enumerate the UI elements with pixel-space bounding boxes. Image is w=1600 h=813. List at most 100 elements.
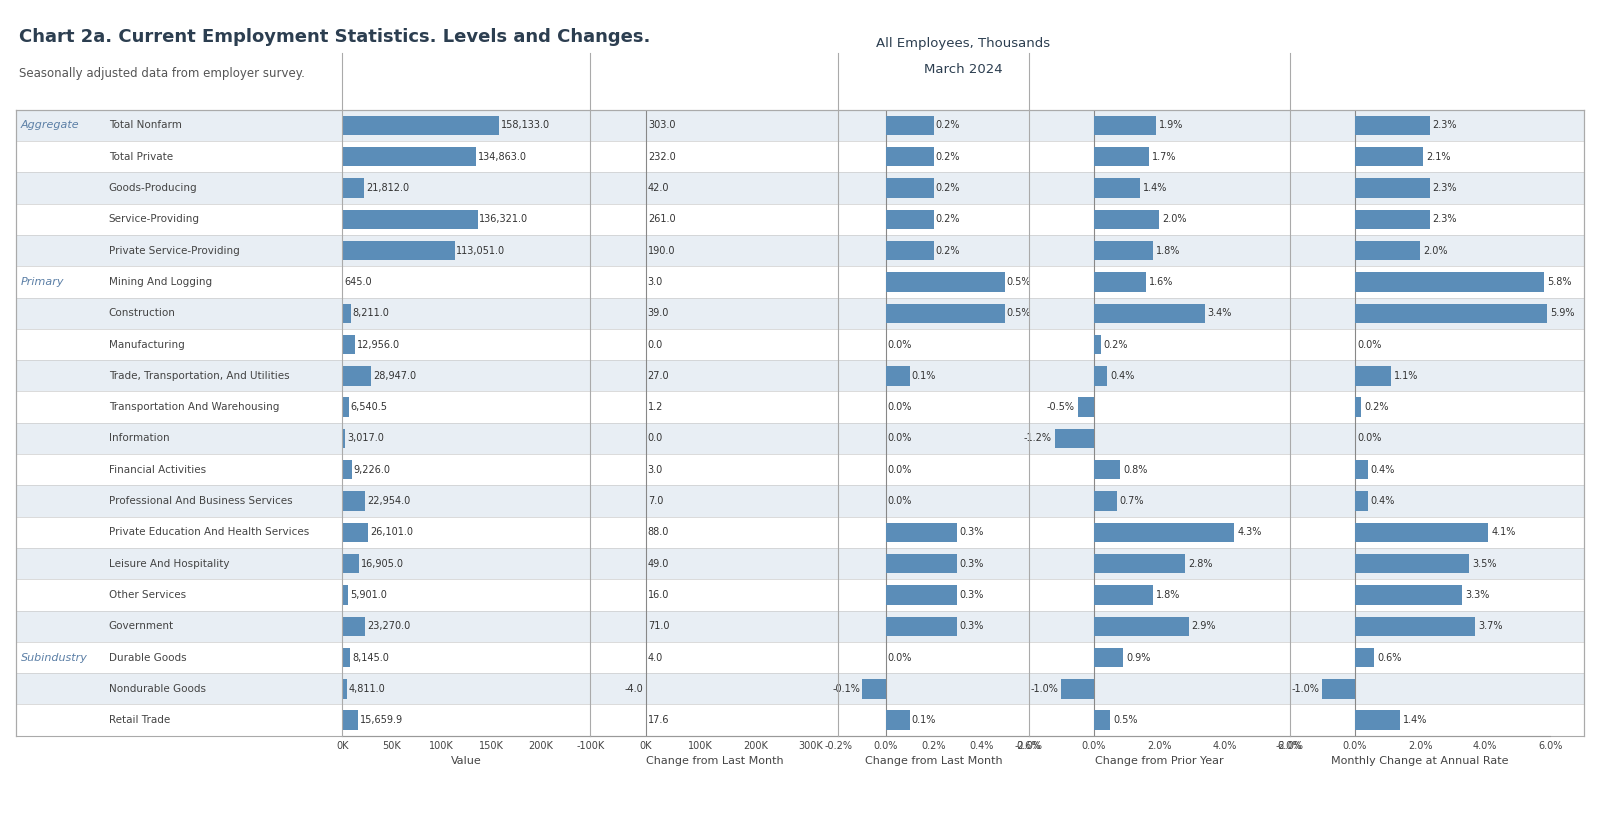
Text: 4.1%: 4.1% xyxy=(1491,528,1515,537)
Bar xyxy=(886,616,957,636)
Text: 0.9%: 0.9% xyxy=(1126,653,1150,663)
Text: 0.2%: 0.2% xyxy=(936,120,960,130)
Text: 0.0: 0.0 xyxy=(648,340,662,350)
Bar xyxy=(342,147,477,167)
Bar xyxy=(16,360,1584,392)
Text: Total Nonfarm: Total Nonfarm xyxy=(109,120,182,130)
Text: Subindustry: Subindustry xyxy=(21,653,88,663)
Text: 28,947.0: 28,947.0 xyxy=(373,371,416,380)
Bar xyxy=(1078,398,1094,417)
Text: 0.0: 0.0 xyxy=(648,433,662,443)
Text: 3.4%: 3.4% xyxy=(1208,308,1232,318)
Bar xyxy=(1094,616,1189,636)
Bar xyxy=(16,203,1584,235)
Bar xyxy=(342,711,358,730)
Text: Chart 2a. Current Employment Statistics. Levels and Changes.: Chart 2a. Current Employment Statistics.… xyxy=(19,28,651,46)
Text: Mining And Logging: Mining And Logging xyxy=(109,277,211,287)
Bar xyxy=(886,366,910,385)
Text: 1.1%: 1.1% xyxy=(1394,371,1418,380)
Bar xyxy=(342,178,365,198)
Bar xyxy=(1355,648,1374,667)
Bar xyxy=(16,392,1584,423)
Text: 23,270.0: 23,270.0 xyxy=(368,621,411,631)
Text: 49.0: 49.0 xyxy=(648,559,669,568)
Bar xyxy=(16,517,1584,548)
Bar xyxy=(342,648,350,667)
Text: 0.7%: 0.7% xyxy=(1120,496,1144,506)
Text: 0.2%: 0.2% xyxy=(936,215,960,224)
Bar xyxy=(1355,366,1390,385)
Text: Retail Trade: Retail Trade xyxy=(109,715,170,725)
Text: Information: Information xyxy=(109,433,170,443)
X-axis label: Change from Last Month: Change from Last Month xyxy=(864,756,1003,766)
Text: 0.4%: 0.4% xyxy=(1371,496,1395,506)
Bar xyxy=(1094,335,1101,354)
Text: 9,226.0: 9,226.0 xyxy=(354,465,390,475)
Text: 0.2%: 0.2% xyxy=(936,183,960,193)
Text: Transportation And Warehousing: Transportation And Warehousing xyxy=(109,402,278,412)
Text: -4.0: -4.0 xyxy=(624,684,643,693)
Bar xyxy=(342,398,349,417)
Bar xyxy=(1054,428,1094,448)
Bar xyxy=(1094,178,1139,198)
Text: Trade, Transportation, And Utilities: Trade, Transportation, And Utilities xyxy=(109,371,290,380)
Text: 0.8%: 0.8% xyxy=(1123,465,1147,475)
Bar xyxy=(342,115,499,135)
Bar xyxy=(1355,585,1462,605)
Bar xyxy=(886,115,933,135)
Bar xyxy=(886,210,933,229)
Bar xyxy=(1355,711,1400,730)
Bar xyxy=(1355,272,1544,292)
Text: Other Services: Other Services xyxy=(109,590,186,600)
Text: 71.0: 71.0 xyxy=(648,621,669,631)
Text: -1.0%: -1.0% xyxy=(1030,684,1059,693)
Bar xyxy=(886,523,957,542)
Text: 190.0: 190.0 xyxy=(648,246,675,255)
Bar xyxy=(342,585,349,605)
Bar xyxy=(1355,115,1430,135)
Bar xyxy=(886,711,910,730)
Text: 0.0%: 0.0% xyxy=(888,340,912,350)
Text: 1.8%: 1.8% xyxy=(1155,246,1179,255)
Bar xyxy=(886,585,957,605)
X-axis label: Monthly Change at Annual Rate: Monthly Change at Annual Rate xyxy=(1331,756,1509,766)
Bar xyxy=(1061,679,1094,698)
Text: 136,321.0: 136,321.0 xyxy=(480,215,528,224)
Text: 0.0%: 0.0% xyxy=(888,653,912,663)
Bar xyxy=(1355,616,1475,636)
Text: 0.6%: 0.6% xyxy=(1378,653,1402,663)
Bar xyxy=(16,266,1584,298)
Text: 5.8%: 5.8% xyxy=(1547,277,1571,287)
Bar xyxy=(342,616,365,636)
Text: 0.5%: 0.5% xyxy=(1006,308,1030,318)
Bar xyxy=(16,172,1584,203)
Text: Financial Activities: Financial Activities xyxy=(109,465,206,475)
Bar xyxy=(1094,711,1110,730)
Text: Seasonally adjusted data from employer survey.: Seasonally adjusted data from employer s… xyxy=(19,67,306,80)
Bar xyxy=(342,210,478,229)
Bar xyxy=(886,147,933,167)
Bar xyxy=(886,303,1005,323)
Text: 15,659.9: 15,659.9 xyxy=(360,715,403,725)
Bar xyxy=(1094,554,1186,573)
Text: 42.0: 42.0 xyxy=(648,183,669,193)
Text: 3.0: 3.0 xyxy=(648,277,662,287)
Text: 0.0%: 0.0% xyxy=(1358,340,1382,350)
Text: Aggregate: Aggregate xyxy=(21,120,80,130)
Text: 2.1%: 2.1% xyxy=(1426,152,1451,162)
X-axis label: Change from Last Month: Change from Last Month xyxy=(645,756,784,766)
Text: 0.0%: 0.0% xyxy=(888,433,912,443)
Bar xyxy=(1094,272,1146,292)
Bar xyxy=(886,272,1005,292)
Text: 2.0%: 2.0% xyxy=(1162,215,1187,224)
Bar xyxy=(16,579,1584,611)
Bar xyxy=(16,423,1584,454)
Bar xyxy=(1094,585,1152,605)
Text: 0.2%: 0.2% xyxy=(936,152,960,162)
Text: March 2024: March 2024 xyxy=(923,63,1003,76)
Bar xyxy=(342,491,365,511)
Bar xyxy=(16,548,1584,579)
Bar xyxy=(886,178,933,198)
Text: Private Service-Providing: Private Service-Providing xyxy=(109,246,240,255)
Text: 2.3%: 2.3% xyxy=(1432,120,1458,130)
